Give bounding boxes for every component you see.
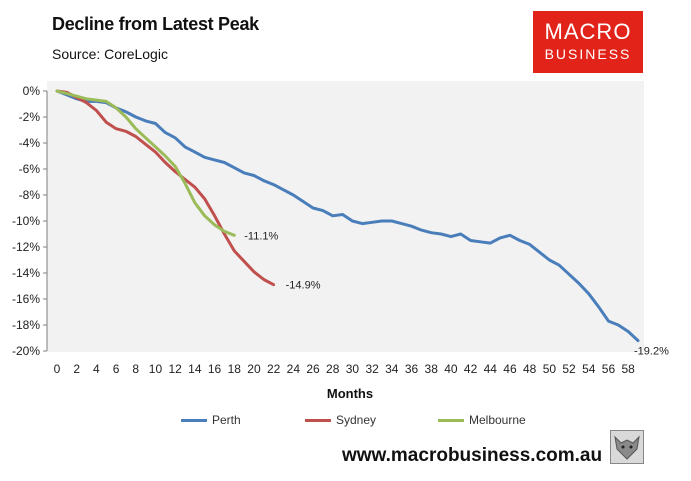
x-tick-label: 24: [287, 362, 301, 376]
wolf-icon: [610, 430, 644, 464]
x-tick-label: 28: [326, 362, 340, 376]
x-tick-label: 50: [543, 362, 557, 376]
legend-swatch-sydney: [305, 418, 331, 422]
series-layer: [55, 89, 640, 343]
x-tick-label: 54: [582, 362, 596, 376]
axes: 0%-2%-4%-6%-8%-10%-12%-14%-16%-18%-20%0 2…: [12, 84, 635, 376]
x-tick-label: 0: [54, 362, 61, 376]
x-tick-label: 18: [228, 362, 242, 376]
x-tick-label: 8: [132, 362, 139, 376]
end-label-sydney: -14.9%: [286, 280, 321, 292]
y-tick-label: -20%: [12, 344, 40, 358]
x-tick-label: 16: [208, 362, 222, 376]
x-tick-label: 10: [149, 362, 163, 376]
x-tick-label: 58: [621, 362, 635, 376]
x-tick-label: 46: [503, 362, 517, 376]
series-line-perth: [55, 89, 640, 343]
series-line-melbourne: [55, 89, 236, 237]
x-tick-label: 30: [346, 362, 360, 376]
logo-line-1: MACRO: [544, 19, 632, 44]
x-tick-label: 26: [306, 362, 320, 376]
chart-title: Decline from Latest Peak: [52, 14, 259, 34]
end-label-perth: -19.2%: [634, 346, 669, 358]
x-tick-label: 6: [113, 362, 120, 376]
y-tick-label: -10%: [12, 214, 40, 228]
series-line-sydney: [55, 89, 276, 287]
end-labels: -19.2% -14.9% -11.1%: [244, 230, 669, 357]
y-tick-label: -4%: [19, 136, 41, 150]
x-tick-label: 36: [405, 362, 419, 376]
y-tick-label: -14%: [12, 266, 40, 280]
x-tick-label: 4: [93, 362, 100, 376]
x-axis-title: Months: [327, 386, 373, 401]
x-tick-label: 38: [425, 362, 439, 376]
legend-label-perth: Perth: [212, 413, 241, 427]
logo-line-2: BUSINESS: [544, 46, 632, 62]
y-tick-label: -2%: [19, 110, 41, 124]
end-label-melbourne: -11.1%: [244, 230, 278, 242]
x-tick-label: 52: [562, 362, 576, 376]
macrobusiness-logo: MACRO BUSINESS: [533, 11, 643, 73]
legend-label-melbourne: Melbourne: [469, 413, 526, 427]
y-tick-label: -12%: [12, 240, 40, 254]
x-tick-label: 20: [247, 362, 261, 376]
x-tick-label: 40: [444, 362, 458, 376]
y-tick-label: 0%: [23, 84, 41, 98]
x-tick-label: 32: [365, 362, 379, 376]
legend-sydney: Sydney: [305, 413, 376, 427]
website-url: www.macrobusiness.com.au: [342, 445, 603, 466]
x-tick-label: 22: [267, 362, 281, 376]
x-tick-label: 56: [602, 362, 616, 376]
y-tick-label: -16%: [12, 292, 40, 306]
legend-melbourne: Melbourne: [438, 413, 526, 427]
y-tick-label: -18%: [12, 318, 40, 332]
legend-label-sydney: Sydney: [336, 413, 377, 427]
legend-swatch-melbourne: [438, 418, 464, 422]
x-tick-label: 14: [188, 362, 202, 376]
x-tick-label: 12: [168, 362, 182, 376]
x-tick-label: 34: [385, 362, 399, 376]
x-tick-label: 44: [484, 362, 498, 376]
x-tick-label: 2: [73, 362, 80, 376]
legend-perth: Perth: [181, 413, 241, 427]
chart-subtitle: Source: CoreLogic: [52, 46, 168, 62]
x-tick-label: 42: [464, 362, 478, 376]
y-tick-label: -6%: [19, 162, 41, 176]
x-tick-label: 48: [523, 362, 537, 376]
y-tick-label: -8%: [19, 188, 41, 202]
legend-swatch-perth: [181, 418, 207, 422]
